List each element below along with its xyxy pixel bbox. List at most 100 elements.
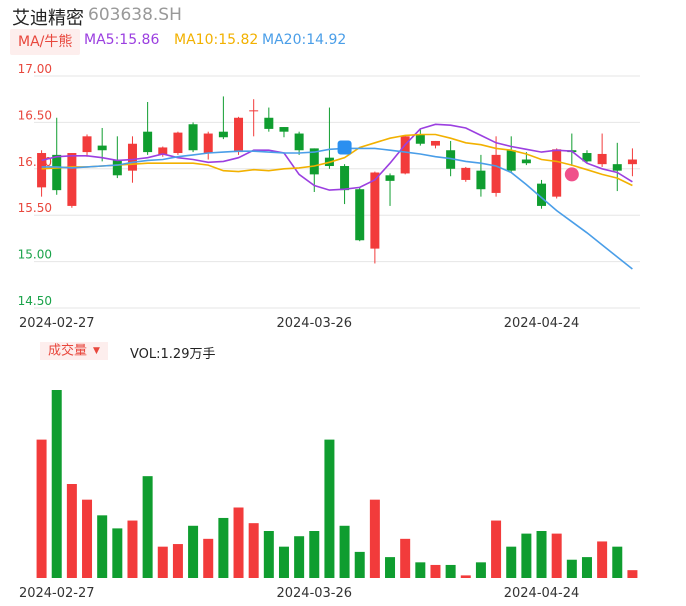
volume-bar <box>627 570 638 578</box>
candle-body <box>612 164 622 171</box>
candle-body <box>552 149 562 197</box>
candle-body <box>506 150 516 171</box>
candle-body <box>415 134 425 144</box>
candle-body <box>67 153 77 206</box>
ma-indicator-selector[interactable]: MA/牛熊 <box>10 29 81 55</box>
candle-body <box>355 189 365 241</box>
volume-bar <box>112 528 123 578</box>
candle-body <box>203 133 213 154</box>
candle-body <box>249 110 259 112</box>
candle-body <box>37 153 47 188</box>
ma10-legend: MA10:15.82 <box>174 32 259 48</box>
volume-bar <box>278 546 289 578</box>
x-tick-label: 2024-04-24 <box>504 316 580 331</box>
volume-bar <box>127 520 138 578</box>
volume-bar <box>354 551 365 578</box>
ma10-line <box>41 133 633 187</box>
candle-body <box>158 147 168 155</box>
candle-body <box>582 153 592 162</box>
volume-bar <box>612 546 623 578</box>
candle-body <box>491 154 501 193</box>
candle-body <box>264 117 274 129</box>
candle-body <box>188 124 198 151</box>
candle-body <box>279 127 289 132</box>
volume-bar <box>218 517 229 578</box>
candle-body <box>521 159 531 164</box>
volume-bar <box>142 476 153 578</box>
candle-body <box>218 131 228 138</box>
ma20-legend: MA20:14.92 <box>262 32 347 48</box>
volume-bar <box>475 562 486 578</box>
ma5-legend: MA5:15.86 <box>84 32 160 48</box>
candle-body <box>461 167 471 180</box>
volume-bar <box>551 533 562 578</box>
ma20-line <box>41 147 633 270</box>
candle-body <box>537 183 547 206</box>
candle-body <box>385 175 395 181</box>
volume-bar <box>172 544 183 578</box>
candle-body <box>446 150 456 169</box>
volume-value: VOL:1.29万手 <box>130 347 216 362</box>
y-tick-label: 17.00 <box>18 62 52 76</box>
candle-body <box>400 136 410 174</box>
candle-body <box>340 166 350 191</box>
buy-signal-icon <box>337 140 352 155</box>
volume-bar <box>82 499 93 578</box>
volume-bar <box>203 538 214 578</box>
volume-bar <box>581 557 592 578</box>
volume-bar <box>521 533 532 578</box>
volume-bar <box>491 520 502 578</box>
volume-bar <box>400 538 411 578</box>
candle-body <box>143 131 153 153</box>
volume-bar <box>263 531 274 578</box>
volume-bar <box>324 439 335 578</box>
volume-bar <box>97 515 108 578</box>
volume-bar <box>597 541 608 578</box>
candle-body <box>476 170 486 190</box>
volume-bar <box>188 525 199 578</box>
volume-bar <box>506 546 517 578</box>
candle-body <box>370 172 380 249</box>
candle-body <box>112 159 122 176</box>
volume-bar <box>248 523 259 578</box>
candle-body <box>309 148 319 175</box>
candle-body <box>597 153 607 165</box>
x-tick-label: 2024-02-27 <box>19 316 95 331</box>
volume-bar <box>415 562 426 578</box>
x-tick-label: 2024-02-27 <box>19 586 95 601</box>
candle-body <box>627 159 637 165</box>
y-tick-label: 16.50 <box>18 108 52 122</box>
volume-bar <box>460 575 471 578</box>
volume-bar <box>339 525 350 578</box>
volume-bar <box>294 536 305 578</box>
candle-body <box>234 117 244 153</box>
volume-bar <box>157 546 168 578</box>
candle-body <box>430 140 440 146</box>
y-tick-label: 14.50 <box>18 294 52 308</box>
volume-bar <box>385 557 396 578</box>
volume-bar <box>233 507 244 578</box>
stock-name: 艾迪精密 <box>12 8 84 29</box>
volume-bar <box>536 531 547 578</box>
candle-body <box>127 143 137 171</box>
y-tick-label: 15.50 <box>18 201 52 215</box>
volume-bar <box>309 531 320 578</box>
candle-body <box>82 136 92 153</box>
x-tick-label: 2024-04-24 <box>504 586 580 601</box>
stock-code: 603638.SH <box>88 5 182 25</box>
volume-indicator-selector[interactable]: 成交量 ▼ <box>40 342 108 360</box>
volume-bar <box>369 499 380 578</box>
volume-bar <box>36 439 47 578</box>
candle-body <box>52 154 62 191</box>
x-tick-label: 2024-03-26 <box>276 316 352 331</box>
sell-signal-icon <box>564 167 579 182</box>
volume-bar <box>430 564 441 578</box>
candle-body <box>173 132 183 154</box>
volume-bar <box>566 559 577 578</box>
volume-bar <box>66 484 77 578</box>
candle-body <box>97 145 107 151</box>
candle-body <box>294 133 304 151</box>
volume-bar <box>445 564 456 578</box>
